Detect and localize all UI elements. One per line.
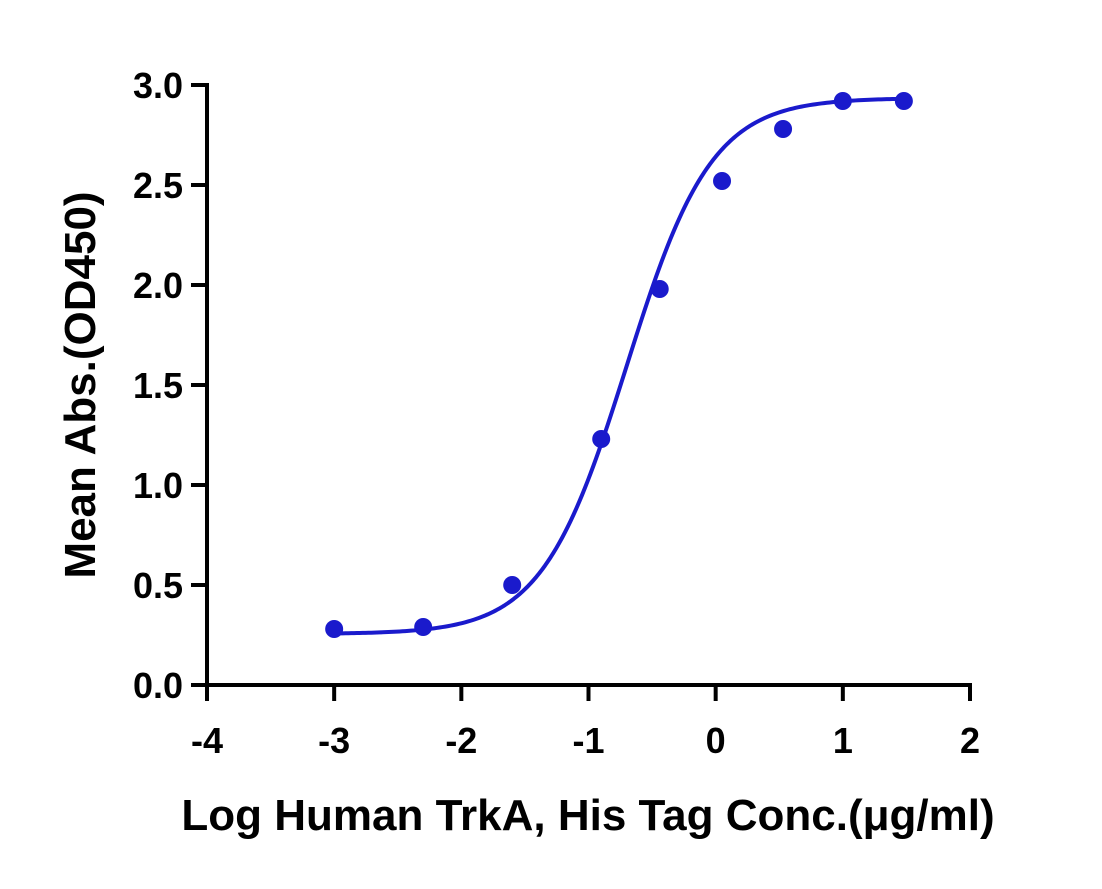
data-points bbox=[325, 92, 913, 638]
y-tick-label: 3.0 bbox=[133, 65, 183, 106]
x-tick-label: 2 bbox=[960, 720, 980, 761]
data-point bbox=[592, 430, 611, 448]
y-tick-label: 0.5 bbox=[133, 565, 183, 606]
y-tick-label: 1.5 bbox=[133, 365, 183, 406]
data-point bbox=[414, 618, 433, 636]
x-tick-label: -1 bbox=[572, 720, 604, 761]
x-tick-label: 0 bbox=[706, 720, 726, 761]
data-point bbox=[774, 120, 793, 138]
fit-curve bbox=[332, 96, 906, 636]
y-tick-label: 2.0 bbox=[133, 265, 183, 306]
data-point bbox=[503, 576, 522, 594]
data-point bbox=[894, 92, 913, 110]
y-axis-title: Mean Abs.(OD450) bbox=[56, 191, 105, 578]
data-point bbox=[650, 280, 669, 298]
x-tick-label: -2 bbox=[445, 720, 477, 761]
y-tick-label: 0.0 bbox=[133, 665, 183, 706]
data-point bbox=[833, 92, 852, 110]
axes bbox=[205, 83, 972, 687]
x-tick-label: -4 bbox=[191, 720, 223, 761]
x-tick-label: -3 bbox=[318, 720, 350, 761]
data-point bbox=[713, 172, 732, 190]
ticks: 0.0 0.5 1.0 1.5 2.0 2.5 3.0 -4 -3 -2 -1 0 1 2 bbox=[133, 65, 980, 761]
data-point bbox=[325, 620, 344, 638]
x-tick-label: 1 bbox=[833, 720, 853, 761]
x-axis-title: Log Human TrkA, His Tag Conc.(μg/ml) bbox=[181, 791, 994, 840]
y-tick-label: 1.0 bbox=[133, 465, 183, 506]
y-tick-label: 2.5 bbox=[133, 165, 183, 206]
fit-curve-layer bbox=[332, 96, 906, 636]
